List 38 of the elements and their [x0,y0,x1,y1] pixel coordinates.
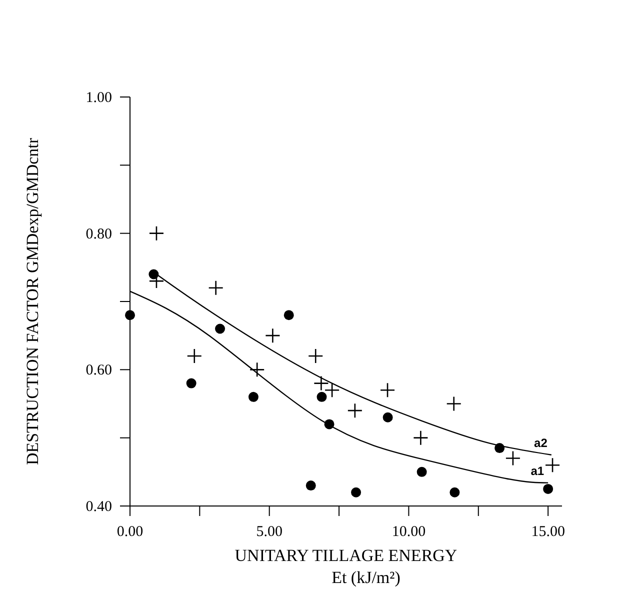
point [284,310,294,320]
point [505,450,521,466]
point [347,402,363,418]
point [215,324,226,334]
point [306,480,316,491]
point [446,396,462,412]
series-label: a2 [534,436,548,450]
point [248,392,258,402]
point [208,280,224,296]
x-axis-title: UNITARY TILLAGE ENERGY Et (kJ/m²) [234,546,458,587]
point [314,376,329,391]
y-tick-label: 0.80 [86,226,112,242]
y-tick-label: 1.00 [86,90,112,106]
point [416,466,427,477]
point [324,382,340,398]
point [450,487,460,498]
point [413,430,428,446]
point [544,457,560,473]
x-tick-label: 5.00 [256,524,282,540]
point [543,484,554,494]
x-tick-label: 15.00 [531,524,565,540]
x-tick-label: 10.00 [392,524,426,540]
y-axis-title: DESTRUCTION FACTOR GMDexp/GMDcntr [23,138,42,466]
point [316,392,327,402]
y-tick-label: 0.60 [86,362,112,379]
point [265,328,280,344]
point [148,226,164,241]
point [380,382,396,398]
y-tick-label: 0.40 [86,499,112,515]
point [186,378,196,388]
point [249,362,265,378]
point [351,487,362,498]
x-tick-label: 0.00 [116,524,144,540]
point [382,412,393,422]
point [186,348,202,364]
point [125,310,135,320]
point [308,348,324,364]
series-label: a1 [530,464,544,478]
